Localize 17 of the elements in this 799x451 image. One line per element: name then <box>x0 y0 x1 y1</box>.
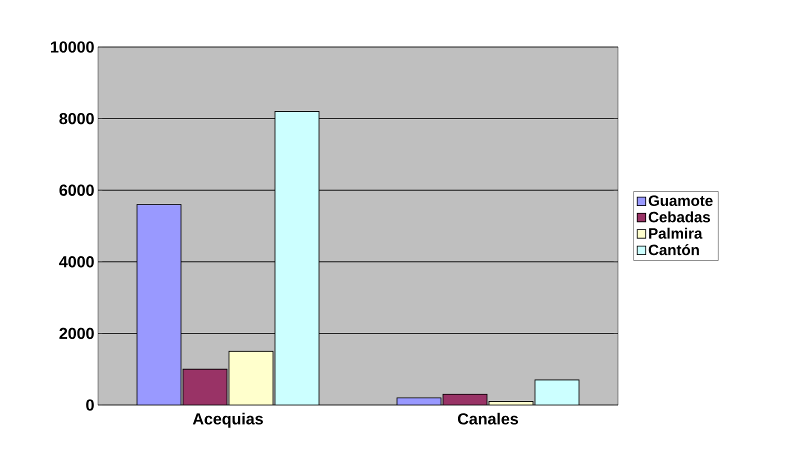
bar <box>228 350 274 405</box>
bar <box>534 380 580 405</box>
y-tick-label: 0 <box>86 399 94 411</box>
y-tick-label: 6000 <box>59 184 94 196</box>
x-tick-label: Acequias <box>192 412 263 428</box>
y-tick-label: 8000 <box>59 112 94 124</box>
bar <box>274 111 320 405</box>
bar <box>442 394 488 405</box>
y-tick-label: 4000 <box>59 256 94 268</box>
legend-label: Palmira <box>649 228 702 239</box>
legend-label: Cantón <box>648 244 699 256</box>
legend-label: Cebadas <box>648 211 710 222</box>
legend-label: Guamote <box>648 195 713 206</box>
y-tick-label: 2000 <box>59 328 94 340</box>
x-tick-label: Canales <box>458 412 518 425</box>
bar <box>182 368 228 405</box>
y-tick-label: 10000 <box>50 41 94 53</box>
